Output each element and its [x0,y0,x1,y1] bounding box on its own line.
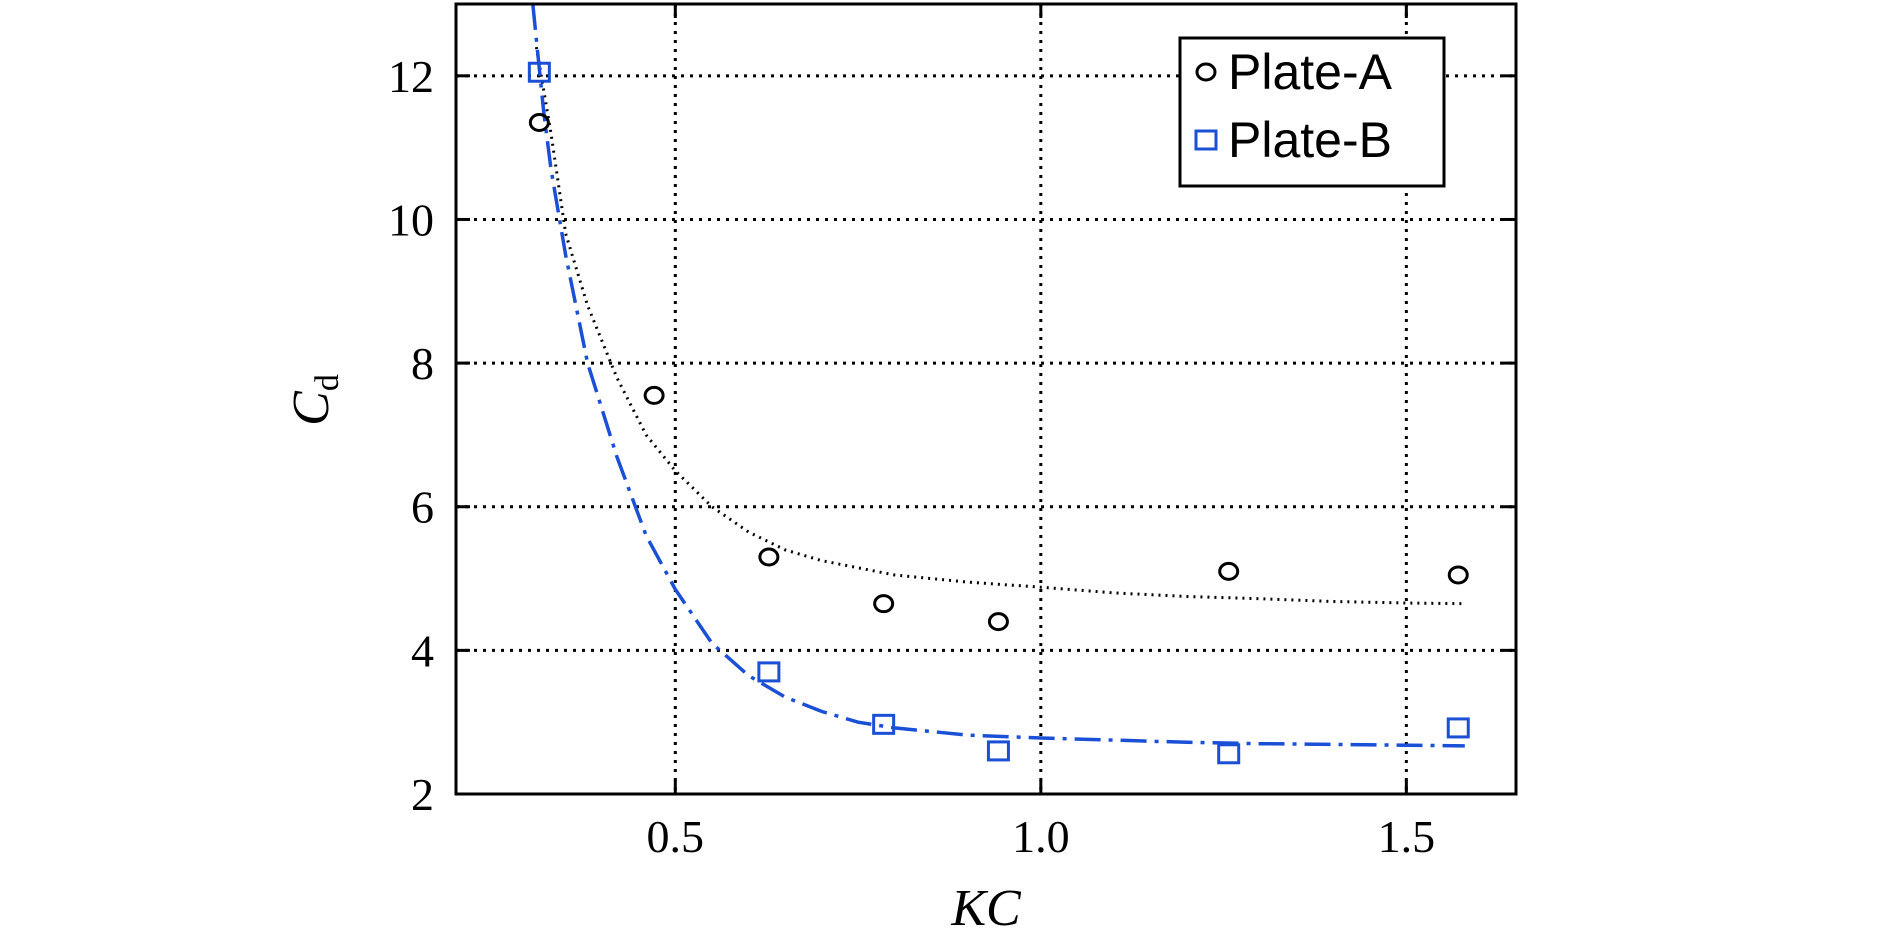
y-tick-label: 12 [388,51,434,102]
legend: Plate-A Plate-B [1178,36,1446,188]
y-axis-label-main: C [283,390,340,426]
plate-b-point [1446,717,1470,739]
plate-a-point [643,385,665,405]
plot-frame [454,2,1518,796]
plate-a-point [758,547,780,567]
x-axis-label: KC [950,880,1022,937]
x-tick-label: 1.5 [1378,811,1436,862]
plate-a-fit-line [534,46,1465,606]
plate-b-point [872,713,896,735]
legend-square-marker [1194,129,1218,151]
legend-circle-marker [1195,62,1217,82]
legend-box [1178,36,1446,188]
x-tick-label: 0.5 [647,811,705,862]
y-tick-label: 8 [411,338,434,389]
fit-curves [531,4,1465,748]
legend-label: Plate-B [1228,112,1392,168]
plate-b-point [527,61,551,83]
plate-a-point [1447,565,1469,585]
data-markers [527,61,1470,765]
y-tick-label: 4 [411,625,434,676]
legend-label: Plate-A [1228,44,1393,100]
plate-a-point [528,113,550,132]
plate-b-point [986,740,1010,762]
plate-a-point [1218,561,1240,581]
plate-b-point [1217,743,1241,765]
plate-b-point [757,661,781,683]
plate-a-point [873,594,895,614]
y-tick-label: 6 [411,482,434,533]
y-axis-label-sub: d [309,374,346,391]
plate-a-point [987,612,1009,632]
axis-ticks: 0.5 1.0 1.5 2 4 6 8 10 12 [388,4,1516,862]
x-tick-label: 1.0 [1012,811,1070,862]
y-axis-label: Cd [283,374,346,426]
y-tick-label: 10 [388,194,434,245]
y-tick-label: 2 [411,769,434,820]
